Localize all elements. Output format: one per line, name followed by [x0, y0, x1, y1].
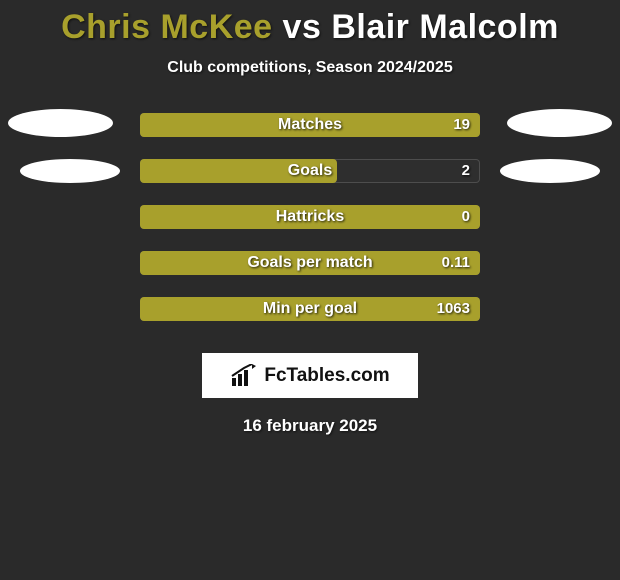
player2-name: Blair Malcolm	[331, 8, 559, 46]
stats-rows: Matches 19 Goals 2 Hattricks 0 Goals per…	[0, 109, 620, 339]
stat-value: 0	[140, 205, 470, 229]
vs-text: vs	[283, 8, 322, 46]
stat-value: 1063	[140, 297, 470, 321]
stat-row: Matches 19	[0, 109, 620, 155]
player1-name: Chris McKee	[61, 8, 272, 46]
comparison-infographic: Chris McKee vs Blair Malcolm Club compet…	[0, 0, 620, 436]
stat-value: 2	[140, 159, 470, 183]
stat-row: Hattricks 0	[0, 201, 620, 247]
stat-value: 19	[140, 113, 470, 137]
stat-row: Goals 2	[0, 155, 620, 201]
stat-row: Goals per match 0.11	[0, 247, 620, 293]
logo-box: FcTables.com	[202, 353, 418, 398]
logo-text: FcTables.com	[264, 365, 389, 387]
chart-icon	[230, 364, 258, 388]
stat-row: Min per goal 1063	[0, 293, 620, 339]
subtitle: Club competitions, Season 2024/2025	[0, 59, 620, 77]
footer-date: 16 february 2025	[0, 416, 620, 436]
stat-value: 0.11	[140, 251, 470, 275]
page-title: Chris McKee vs Blair Malcolm	[0, 8, 620, 47]
